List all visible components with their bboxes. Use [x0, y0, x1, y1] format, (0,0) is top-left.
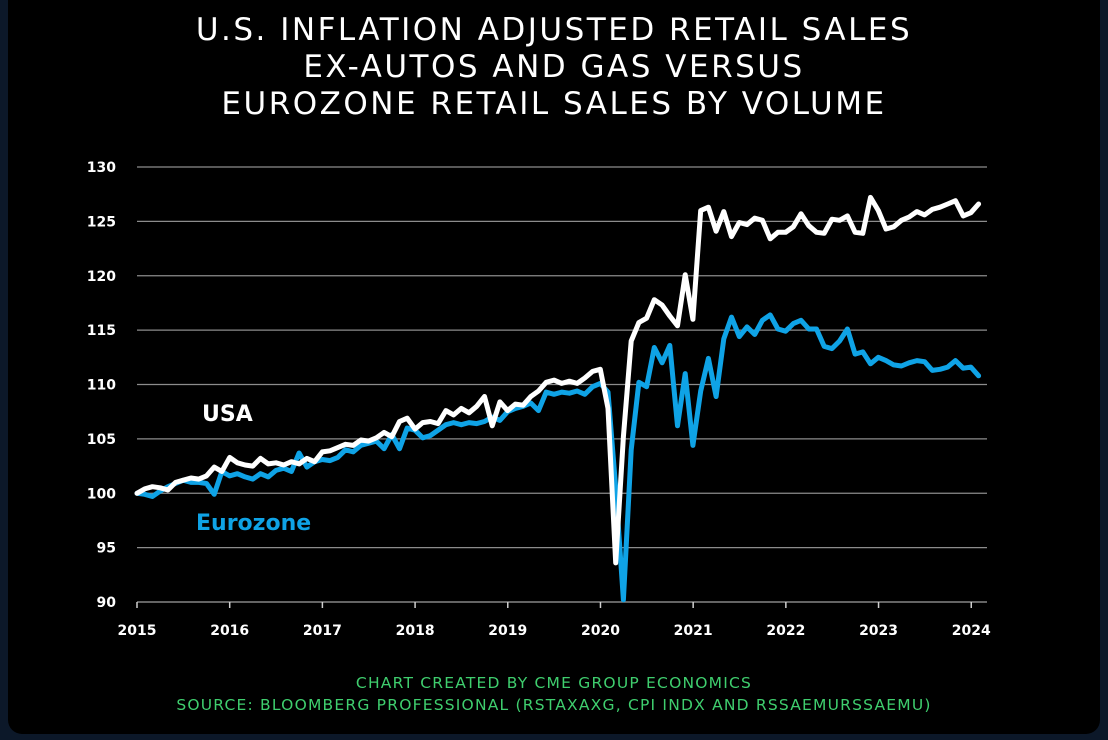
chart-panel	[8, 0, 1100, 734]
x-tick-label-2016: 2016	[210, 623, 249, 639]
series-label-eurozone: Eurozone	[196, 511, 311, 536]
x-tick-label-2017: 2017	[303, 623, 342, 639]
title-line-1: U.S. INFLATION ADJUSTED RETAIL SALES	[195, 12, 913, 48]
y-tick-label-115: 115	[87, 323, 116, 339]
x-tick-label-2018: 2018	[396, 623, 435, 639]
chart-credit: CHART CREATED BY CME GROUP ECONOMICS	[355, 674, 753, 692]
y-tick-label-110: 110	[87, 378, 116, 394]
title-line-3: EUROZONE RETAIL SALES BY VOLUME	[221, 86, 887, 122]
x-tick-label-2024: 2024	[952, 623, 991, 639]
title-line-2: EX-AUTOS AND GAS VERSUS	[303, 49, 805, 85]
y-tick-label-125: 125	[87, 214, 116, 230]
x-tick-label-2019: 2019	[488, 623, 527, 639]
y-tick-label-95: 95	[97, 541, 116, 557]
series-line-eurozone	[134, 312, 982, 603]
y-tick-label-90: 90	[97, 595, 117, 611]
series-label-usa: USA	[202, 402, 253, 427]
x-tick-label-2015: 2015	[118, 623, 157, 639]
x-tick-label-2023: 2023	[859, 623, 898, 639]
x-tick-label-2022: 2022	[766, 623, 805, 639]
chart-source: SOURCE: BLOOMBERG PROFESSIONAL (RSTAXAXG…	[176, 696, 932, 714]
y-tick-label-105: 105	[87, 432, 116, 448]
y-tick-label-100: 100	[87, 486, 116, 502]
chart-title: U.S. INFLATION ADJUSTED RETAIL SALES EX-…	[0, 12, 1108, 123]
y-tick-label-130: 130	[87, 160, 116, 176]
y-tick-label-120: 120	[87, 269, 116, 285]
x-tick-label-2020: 2020	[581, 623, 620, 639]
x-tick-label-2021: 2021	[674, 623, 713, 639]
series-line-usa	[134, 194, 982, 566]
